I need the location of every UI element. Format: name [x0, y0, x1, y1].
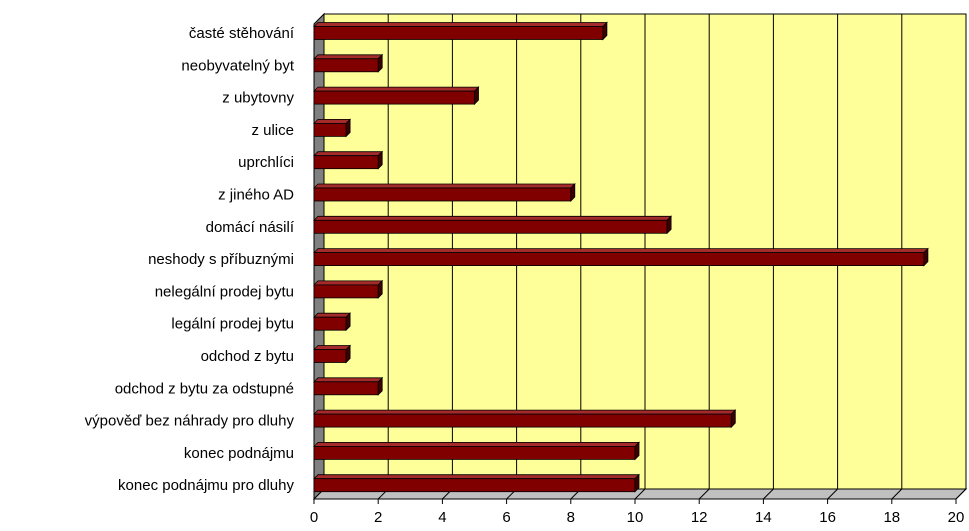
- category-label: konec podnájmu pro dluhy: [118, 477, 294, 494]
- bar-side: [377, 53, 383, 73]
- x-tick-label: 20: [948, 509, 965, 526]
- bar: [313, 215, 673, 235]
- bar-front: [313, 58, 379, 73]
- category-label: konec podnájmu: [184, 445, 294, 462]
- bar-side: [602, 21, 608, 41]
- floor-gridline: [891, 488, 903, 500]
- x-axis-ticks: 0 2 4 6 8 10 12 14 16 18 20: [310, 498, 965, 526]
- bar: [313, 409, 737, 429]
- bar-top: [313, 409, 737, 415]
- bar: [313, 473, 640, 493]
- bar-top: [313, 151, 384, 157]
- category-label: uprchlíci: [238, 154, 294, 171]
- category-labels: časté stěhování neobyvatelný byt z ubytovn…: [85, 25, 295, 494]
- bar-front: [313, 187, 572, 202]
- category-label: legální prodej bytu: [171, 316, 294, 333]
- bar: [313, 183, 576, 202]
- x-tick-label: 14: [755, 509, 772, 526]
- bar-front: [313, 252, 925, 267]
- bar-front: [313, 284, 379, 299]
- bar-front: [313, 381, 379, 396]
- bar-front: [313, 155, 379, 170]
- bar: [313, 53, 384, 73]
- bar-top: [313, 377, 384, 383]
- bar-side: [570, 183, 576, 202]
- bar-front: [313, 413, 732, 428]
- x-tick-label: 16: [819, 509, 836, 526]
- x-tick-label: 18: [883, 509, 900, 526]
- category-label: z jiného AD: [218, 187, 294, 204]
- bar-top: [313, 183, 576, 189]
- bar-side: [730, 409, 736, 429]
- x-tick-label: 12: [691, 509, 708, 526]
- floor-gridline: [955, 488, 967, 500]
- floor-gridline: [827, 488, 838, 500]
- bar-side: [377, 376, 383, 396]
- bar-side: [634, 473, 640, 493]
- bar-side: [345, 118, 351, 138]
- floor-gridline: [698, 488, 710, 500]
- bar: [313, 344, 352, 364]
- bar-top: [313, 119, 352, 124]
- category-label: časté stěhování: [189, 25, 295, 42]
- bar-front: [313, 123, 347, 137]
- category-label: domácí násilí: [206, 219, 295, 236]
- x-tick-label: 4: [438, 509, 446, 526]
- bar-top: [313, 474, 640, 480]
- bar-side: [634, 441, 640, 461]
- category-label: z ulice: [251, 122, 294, 139]
- bars: [313, 21, 929, 493]
- x-tick-label: 8: [567, 509, 575, 526]
- bar-top: [313, 215, 673, 221]
- x-tick-label: 2: [374, 509, 382, 526]
- x-tick-label: 0: [310, 509, 318, 526]
- bar-side: [345, 312, 351, 332]
- bar: [313, 312, 352, 332]
- bar-top: [313, 248, 929, 254]
- bar-top: [313, 345, 352, 350]
- x-tick-label: 10: [627, 509, 644, 526]
- category-label: nelegální prodej bytu: [155, 283, 294, 300]
- bar-front: [313, 90, 475, 105]
- category-label: výpověď bez náhrady pro dluhy: [85, 413, 295, 430]
- bar: [313, 441, 640, 461]
- bar-top: [313, 22, 608, 27]
- bar-front: [313, 349, 347, 363]
- bar: [313, 247, 929, 267]
- bar: [313, 21, 608, 41]
- bar-side: [377, 279, 383, 299]
- bar-top: [313, 441, 640, 447]
- bar-top: [313, 54, 384, 60]
- bar-front: [313, 478, 636, 493]
- bar-front: [313, 26, 604, 40]
- floor-gridline: [634, 488, 646, 500]
- bar-side: [377, 150, 383, 170]
- bar-top: [313, 86, 480, 92]
- bar: [313, 150, 384, 170]
- bar: [313, 279, 384, 299]
- bar-top: [313, 312, 352, 318]
- category-label: z ubytovny: [222, 90, 294, 107]
- bar-side: [345, 344, 351, 364]
- bar-side: [923, 247, 929, 267]
- bar-front: [313, 219, 668, 234]
- bar: [313, 118, 352, 138]
- bar-front: [313, 316, 347, 331]
- x-tick-label: 6: [502, 509, 510, 526]
- category-label: neshody s příbuznými: [148, 251, 294, 268]
- bar-side: [474, 86, 479, 106]
- bar-side: [666, 215, 672, 235]
- category-label: odchod z bytu za odstupné: [115, 380, 294, 397]
- floor-gridline: [763, 488, 774, 500]
- bar-top: [313, 280, 384, 286]
- bar: [313, 86, 480, 106]
- category-label: odchod z bytu: [201, 348, 294, 365]
- bar: [313, 376, 384, 396]
- category-label: neobyvatelný byt: [181, 57, 294, 74]
- bar-front: [313, 445, 636, 460]
